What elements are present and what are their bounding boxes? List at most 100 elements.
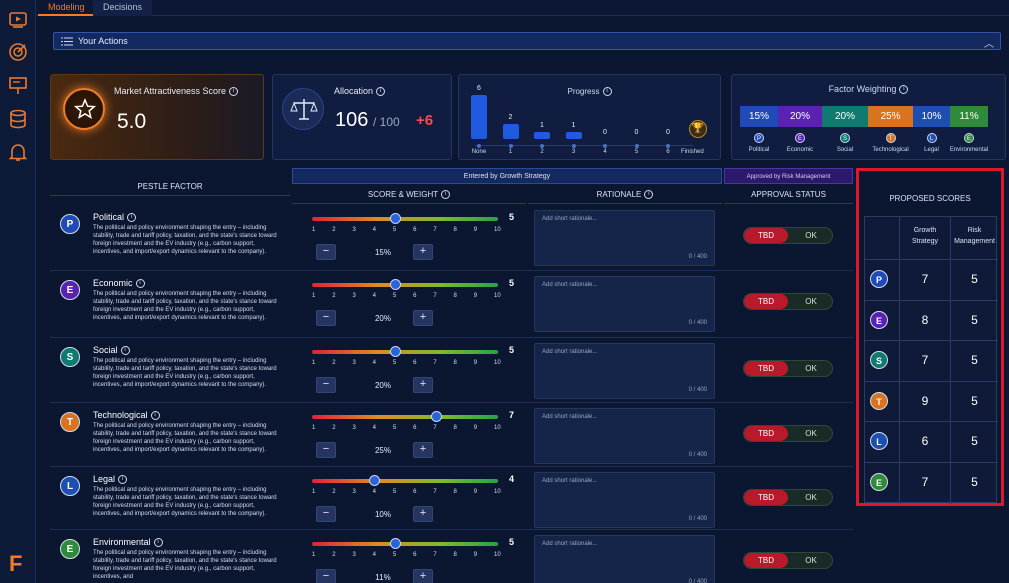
weight-increase-button[interactable]: + bbox=[413, 244, 433, 260]
rationale-input[interactable]: Add short rationale... 0 / 400 bbox=[534, 276, 715, 332]
your-actions-bar[interactable]: Your Actions ︿ bbox=[53, 32, 1001, 50]
approval-toggle[interactable]: TBD OK bbox=[743, 293, 833, 310]
factor-description: The political and policy environment sha… bbox=[93, 550, 277, 580]
bell-icon[interactable] bbox=[8, 142, 28, 162]
weight-increase-button[interactable]: + bbox=[413, 506, 433, 522]
score-slider-thumb[interactable] bbox=[369, 475, 380, 486]
info-icon[interactable]: i bbox=[120, 346, 130, 356]
risk-management-score: 5 bbox=[971, 393, 978, 408]
weight-cell: 15% bbox=[740, 106, 778, 127]
rationale-input[interactable]: Add short rationale... 0 / 400 bbox=[534, 408, 715, 464]
approval-ok-option[interactable]: OK bbox=[805, 231, 817, 240]
score-slider-thumb[interactable] bbox=[431, 411, 442, 422]
weight-decrease-button[interactable]: − bbox=[316, 506, 336, 522]
score-slider[interactable] bbox=[312, 411, 498, 422]
database-icon[interactable] bbox=[8, 109, 28, 129]
approval-toggle[interactable]: TBD OK bbox=[743, 552, 833, 569]
approval-tbd-option[interactable]: TBD bbox=[744, 553, 788, 568]
progress-dot bbox=[603, 144, 607, 148]
info-icon[interactable]: i bbox=[229, 87, 239, 97]
target-icon[interactable] bbox=[8, 42, 28, 62]
info-icon[interactable]: i bbox=[135, 279, 145, 289]
info-icon[interactable]: i bbox=[602, 87, 612, 97]
info-icon[interactable]: i bbox=[644, 190, 654, 200]
score-slider[interactable] bbox=[312, 279, 498, 290]
progress-dot bbox=[540, 144, 544, 148]
score-tick: 2 bbox=[332, 227, 336, 233]
score-tick: 7 bbox=[433, 293, 437, 299]
score-tick: 9 bbox=[473, 489, 478, 495]
factor-name-text: Technological bbox=[93, 410, 148, 420]
weight-increase-button[interactable]: + bbox=[413, 377, 433, 393]
info-icon[interactable]: i bbox=[441, 190, 451, 200]
approval-toggle[interactable]: TBD OK bbox=[743, 425, 833, 442]
info-icon[interactable]: i bbox=[118, 475, 128, 485]
weight-decrease-button[interactable]: − bbox=[316, 442, 336, 458]
col-score-weight: SCORE & WEIGHT i bbox=[292, 186, 526, 204]
weight-cell: 10% bbox=[913, 106, 950, 127]
info-icon[interactable]: i bbox=[150, 411, 160, 421]
score-slider[interactable] bbox=[312, 346, 498, 357]
score-slider[interactable] bbox=[312, 538, 498, 549]
approval-ok-option[interactable]: OK bbox=[805, 556, 817, 565]
score-slider-thumb[interactable] bbox=[389, 279, 401, 290]
approval-ok-option[interactable]: OK bbox=[805, 429, 817, 438]
weight-decrease-button[interactable]: − bbox=[316, 377, 336, 393]
score-slider[interactable] bbox=[312, 213, 498, 224]
approval-ok-option[interactable]: OK bbox=[805, 297, 817, 306]
factor-badge: E bbox=[870, 472, 888, 491]
weight-factor-label: Political bbox=[748, 147, 770, 153]
score-ticks: 1 2 3 4 5 6 7 8 9 10 bbox=[312, 489, 501, 497]
approval-tbd-option[interactable]: TBD bbox=[744, 294, 788, 309]
weight-decrease-button[interactable]: − bbox=[316, 310, 336, 326]
rationale-input[interactable]: Add short rationale... 0 / 400 bbox=[534, 210, 715, 266]
info-icon[interactable]: i bbox=[376, 87, 386, 97]
approval-tbd-option[interactable]: TBD bbox=[744, 228, 788, 243]
rationale-input[interactable]: Add short rationale... 0 / 400 bbox=[534, 535, 715, 583]
chevron-up-icon[interactable]: ︿ bbox=[984, 39, 994, 50]
weight-factor-label: Legal bbox=[924, 147, 939, 153]
growth-strategy-score: 8 bbox=[921, 312, 929, 327]
rationale-input[interactable]: Add short rationale... 0 / 400 bbox=[534, 343, 715, 399]
weight-factor-badge: E bbox=[964, 133, 974, 143]
score-slider[interactable] bbox=[312, 475, 498, 486]
approval-tbd-option[interactable]: TBD bbox=[744, 426, 788, 441]
weight-increase-button[interactable]: + bbox=[413, 569, 433, 583]
score-tick: 2 bbox=[332, 360, 336, 366]
score-slider-thumb[interactable] bbox=[389, 346, 401, 357]
presentation-icon[interactable] bbox=[8, 76, 28, 96]
progress-finished-label: Finished bbox=[681, 149, 704, 155]
weight-cell: 25% bbox=[868, 106, 913, 127]
factor-description: The political and policy environment sha… bbox=[93, 291, 277, 321]
score-tick: 10 bbox=[494, 227, 501, 233]
weight-decrease-button[interactable]: − bbox=[316, 569, 336, 583]
weight-increase-button[interactable]: + bbox=[413, 442, 433, 458]
score-slider-thumb[interactable] bbox=[389, 538, 401, 549]
weight-factor-label: Environmental bbox=[949, 147, 989, 153]
approval-ok-option[interactable]: OK bbox=[805, 364, 817, 373]
tab-modeling[interactable]: Modeling bbox=[38, 0, 95, 16]
col-growth-strategy: Growth Strategy bbox=[911, 227, 939, 245]
weight-value: 11% bbox=[375, 573, 391, 582]
rationale-input[interactable]: Add short rationale... 0 / 400 bbox=[534, 472, 715, 528]
approval-toggle[interactable]: TBD OK bbox=[743, 489, 833, 506]
tab-decisions[interactable]: Decisions bbox=[93, 0, 153, 16]
weight-decrease-button[interactable]: − bbox=[316, 244, 336, 260]
video-icon[interactable] bbox=[8, 10, 28, 30]
approval-toggle[interactable]: TBD OK bbox=[743, 360, 833, 377]
proposed-score-row: S 7 5 bbox=[865, 340, 998, 380]
risk-management-score: 5 bbox=[971, 312, 978, 327]
info-icon[interactable]: i bbox=[899, 85, 909, 95]
info-icon[interactable]: i bbox=[153, 538, 163, 548]
approval-tbd-option[interactable]: TBD bbox=[744, 490, 788, 505]
weight-increase-button[interactable]: + bbox=[413, 310, 433, 326]
approval-tbd-option[interactable]: TBD bbox=[744, 361, 788, 376]
score-slider-thumb[interactable] bbox=[389, 213, 401, 224]
approval-toggle[interactable]: TBD OK bbox=[743, 227, 833, 244]
info-icon[interactable]: i bbox=[127, 213, 137, 223]
progress-bar bbox=[534, 131, 550, 139]
score-tick: 1 bbox=[312, 293, 316, 299]
approval-ok-option[interactable]: OK bbox=[805, 493, 817, 502]
allocation-delta: +6 bbox=[416, 112, 434, 129]
